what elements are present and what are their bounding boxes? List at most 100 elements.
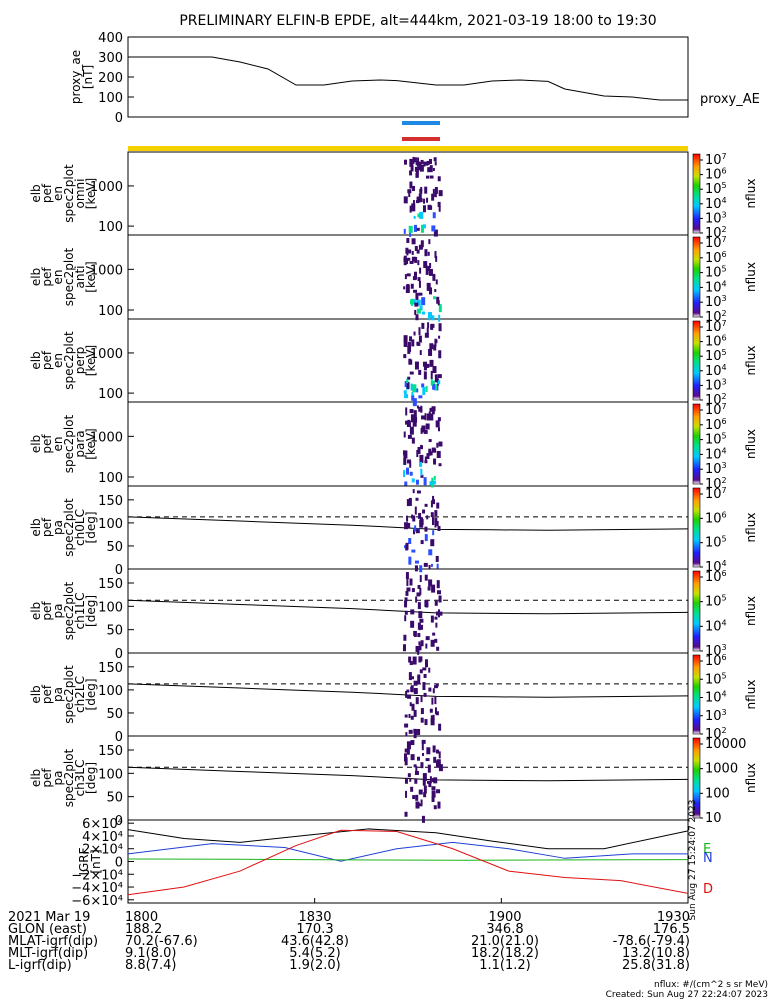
en_para-pixel bbox=[404, 481, 408, 486]
bar-red bbox=[402, 137, 440, 141]
igrf-series-green bbox=[127, 858, 689, 861]
pa_ch1-pixel bbox=[425, 643, 428, 649]
pa_ch0-cbtick-label: 105 bbox=[705, 535, 727, 551]
pa_ch1-pixel bbox=[434, 638, 438, 643]
cbtick-base: 10 bbox=[705, 266, 722, 281]
cbtick-base: 10 bbox=[705, 595, 722, 610]
cbtick-exponent: 2 bbox=[722, 309, 727, 318]
pa_ch1-ylabel-line: pa bbox=[51, 604, 65, 619]
en_anti-cbtick-label: 102 bbox=[705, 309, 727, 325]
pa_ch0-ylabel-line: ch0LC bbox=[73, 509, 87, 546]
en_para-pixel bbox=[431, 410, 435, 415]
figure-title: PRELIMINARY ELFIN-B EPDE, alt=444km, 202… bbox=[179, 13, 656, 29]
pa_ch1-pixel bbox=[418, 611, 423, 619]
en_para-pixel bbox=[418, 406, 423, 412]
en_omni-pixel bbox=[413, 215, 416, 219]
en_para-ytick-label: 1000 bbox=[90, 430, 123, 445]
pa_ch2-pixel bbox=[424, 659, 428, 668]
en_para-pixel bbox=[411, 437, 415, 444]
igrf-ytick-label: 2×10⁴ bbox=[82, 843, 123, 858]
en_para-pixel bbox=[436, 450, 441, 458]
pa_ch3-pixel bbox=[414, 770, 419, 775]
en_para-pixel bbox=[420, 427, 423, 434]
igrf-component-N: N bbox=[703, 851, 713, 866]
cbtick-base: 10 bbox=[705, 226, 722, 241]
pa_ch3-pixel bbox=[404, 777, 408, 784]
pa_ch3-pixel bbox=[420, 799, 423, 805]
pa_ch1-pixel bbox=[404, 597, 408, 602]
footer-units-note: nflux: #/(cm^2 s sr MeV) bbox=[654, 980, 768, 990]
pa_ch0-pixel bbox=[428, 549, 433, 556]
pa_ch0-pixel bbox=[434, 510, 438, 517]
pa_ch3-cbtick-label: 1000 bbox=[705, 762, 738, 777]
pa_ch3-pixel bbox=[438, 751, 441, 759]
en_anti-cbtick-label: 103 bbox=[705, 294, 727, 310]
pa_ch1-cbtick-label: 104 bbox=[705, 618, 727, 634]
pa_ch1-pixel bbox=[417, 602, 421, 610]
en_para-pixel bbox=[407, 434, 412, 439]
side-timestamp: Sun Aug 27 15:24:07 2023 bbox=[688, 800, 698, 921]
en_perp-cblabel: nflux bbox=[744, 346, 758, 376]
en_anti-pixel bbox=[438, 314, 441, 322]
pa_ch1-pixel bbox=[418, 641, 421, 646]
en_anti-pixel bbox=[422, 311, 426, 315]
en_anti-cbtick-label: 106 bbox=[705, 250, 727, 266]
pa_ch2-pixel bbox=[434, 707, 437, 715]
en_omni-pixel bbox=[411, 203, 416, 212]
en_anti-pixel bbox=[426, 282, 431, 291]
en_omni-pixel bbox=[412, 185, 416, 191]
en_anti-ylabel-line: elb bbox=[29, 268, 43, 286]
en_perp-ylabel-line: spec2plot bbox=[62, 331, 76, 390]
en_para-pixel bbox=[403, 457, 407, 465]
pa_ch1-pixel bbox=[427, 586, 431, 591]
cbtick-exponent: 3 bbox=[722, 377, 727, 386]
en_perp-pixel bbox=[431, 323, 435, 328]
pa_ch0-pixel bbox=[406, 499, 410, 507]
en_para-pixel bbox=[403, 450, 408, 459]
pa_ch1-pixel bbox=[410, 620, 415, 628]
en_omni-pixel bbox=[408, 193, 411, 198]
pa_ch3-pixel bbox=[429, 776, 432, 784]
pa_ch0-pixel bbox=[426, 515, 429, 520]
en_para-pixel bbox=[429, 413, 434, 421]
cbtick-base: 10 bbox=[705, 477, 722, 492]
pa_ch0-pixel bbox=[405, 542, 409, 550]
pa_ch3-cbtick-label: 10 bbox=[705, 811, 722, 826]
en_omni-ylabel-line: elb bbox=[29, 184, 43, 202]
footer-created: Created: Sun Aug 27 22:24:07 2023 bbox=[606, 990, 768, 1000]
en_para-pixel bbox=[419, 461, 423, 467]
pa_ch1-ytick-label: 150 bbox=[98, 577, 123, 592]
en_anti-frame bbox=[127, 234, 689, 320]
pa_ch1-pixel bbox=[436, 646, 440, 651]
en_omni-pixel bbox=[408, 225, 413, 233]
en_omni-pixel bbox=[433, 229, 438, 237]
pa_ch0-pixel bbox=[430, 539, 435, 547]
en_anti-pixel bbox=[418, 292, 423, 296]
pa_ch2-cbtick-label: 106 bbox=[705, 653, 727, 669]
pa_ch1-ylabel-line: spec2plot bbox=[62, 581, 76, 640]
cbtick-exponent: 5 bbox=[722, 265, 727, 274]
en_para-pixel bbox=[423, 429, 428, 434]
pa_ch1-pixel bbox=[419, 624, 424, 630]
en_para-pixel bbox=[417, 446, 421, 454]
ae-ylabel-line: proxy_ae bbox=[69, 50, 83, 104]
pa_ch3-colorbar bbox=[692, 737, 701, 819]
pa_ch2-pixel bbox=[420, 695, 423, 703]
pa_ch1-pixel bbox=[419, 575, 422, 583]
igrf-ytick-label: −4×10⁴ bbox=[71, 881, 123, 896]
pa_ch2-pixel bbox=[406, 689, 410, 693]
pa_ch0-pixel bbox=[420, 540, 424, 545]
pa_ch2-cbtick-label: 104 bbox=[705, 690, 727, 706]
en_para-pixel bbox=[421, 415, 426, 420]
pa_ch1-pixel bbox=[438, 595, 442, 603]
cbtick-base: 10 bbox=[705, 403, 722, 418]
pa_ch3-pixel bbox=[428, 782, 432, 788]
en_anti-pixel bbox=[404, 274, 407, 280]
en_perp-pixel bbox=[427, 363, 430, 368]
en_anti-pixel bbox=[409, 299, 414, 305]
en_para-pixel bbox=[416, 449, 419, 457]
en_perp-pixel bbox=[406, 381, 410, 389]
en_perp-pixel bbox=[435, 384, 438, 391]
pa_ch3-pixel bbox=[421, 742, 424, 751]
